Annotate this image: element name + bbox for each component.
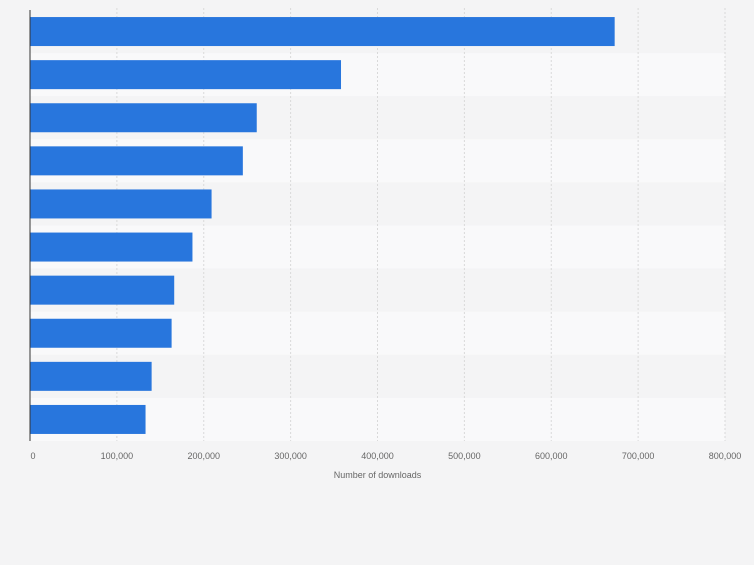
- bars: [30, 17, 615, 434]
- bar[interactable]: [30, 318, 172, 348]
- bar[interactable]: [30, 103, 257, 133]
- x-axis-title: Number of downloads: [334, 470, 422, 480]
- x-axis-ticks: 0 100,000 200,000 300,000 400,000 500,000 600,…: [30, 451, 741, 461]
- x-tick-label: 700,000: [622, 451, 655, 461]
- x-tick-label: 200,000: [187, 451, 220, 461]
- bar[interactable]: [30, 404, 146, 434]
- bar[interactable]: [30, 361, 152, 391]
- x-tick-label: 400,000: [361, 451, 394, 461]
- x-tick-label: 100,000: [101, 451, 134, 461]
- x-tick-label: 300,000: [274, 451, 307, 461]
- bar[interactable]: [30, 189, 212, 219]
- bar[interactable]: [30, 275, 175, 305]
- bar[interactable]: [30, 17, 615, 47]
- x-tick-label: 0: [30, 451, 35, 461]
- x-tick-label: 600,000: [535, 451, 568, 461]
- x-tick-label: 800,000: [709, 451, 742, 461]
- bar[interactable]: [30, 60, 342, 90]
- bar[interactable]: [30, 232, 193, 262]
- bar[interactable]: [30, 146, 243, 176]
- x-tick-label: 500,000: [448, 451, 481, 461]
